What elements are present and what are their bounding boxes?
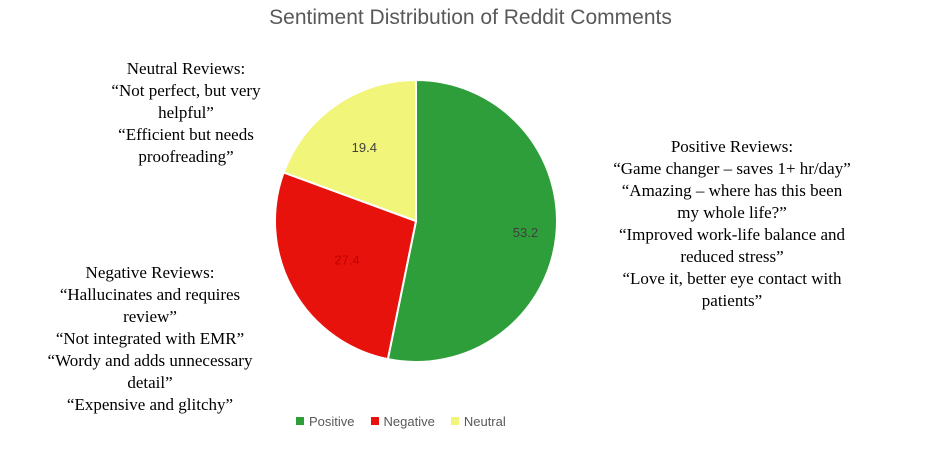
positive-note-line: my whole life?”	[677, 203, 787, 222]
negative-reviews-note: Negative Reviews: “Hallucinates and requ…	[10, 262, 290, 416]
legend-label-neutral: Neutral	[463, 413, 506, 429]
legend-item-positive: Positive	[296, 414, 355, 429]
neutral-note-line: helpful”	[158, 103, 214, 122]
positive-note-line: Positive Reviews:	[670, 137, 794, 156]
neutral-note-line: proofreading”	[138, 147, 234, 166]
pie-slice-neutral	[282, 78, 417, 223]
negative-note-line: detail”	[127, 373, 173, 392]
neutral-reviews-note: Neutral Reviews: “Not perfect, but very …	[36, 58, 336, 168]
positive-note-line: “Improved work-life balance and	[618, 225, 846, 244]
negative-note-line: “Wordy and adds unnecessary	[47, 351, 253, 370]
pie-slice-positive	[386, 78, 558, 363]
positive-note-line: “Game changer – saves 1+ hr/day”	[613, 159, 851, 178]
legend-swatch-neutral	[450, 417, 459, 425]
neutral-note-line: “Not perfect, but very	[111, 81, 261, 100]
negative-note-line: “Not integrated with EMR”	[55, 329, 245, 348]
positive-note-line: “Amazing – where has this been	[621, 181, 843, 200]
neutral-note-line: Neutral Reviews:	[126, 59, 246, 78]
data-label-positive: 53.2	[513, 225, 538, 240]
positive-reviews-note: Positive Reviews: “Game changer – saves …	[572, 136, 892, 312]
legend-swatch-positive	[296, 417, 304, 425]
positive-note-line: “Love it, better eye contact with	[622, 269, 842, 288]
positive-note-line: patients”	[701, 291, 763, 310]
legend-label-positive: Positive	[309, 413, 355, 429]
negative-note-line: Negative Reviews:	[85, 263, 215, 282]
negative-note-line: review”	[123, 307, 177, 326]
positive-note-line: reduced stress”	[680, 247, 784, 266]
pie-slice-negative	[274, 171, 418, 361]
data-label-negative: 27.4	[334, 252, 359, 267]
legend-item-negative: Negative	[370, 413, 435, 429]
legend-label-negative: Negative	[383, 413, 435, 429]
negative-note-line: “Expensive and glitchy”	[66, 395, 234, 414]
legend-item-neutral: Neutral	[450, 413, 506, 429]
neutral-note-line: “Efficient but needs	[118, 125, 254, 144]
data-label-neutral: 19.4	[352, 140, 377, 155]
legend-swatch-negative	[370, 417, 379, 425]
chart-legend: Positive Negative Neutral	[296, 412, 506, 430]
chart-title: Sentiment Distribution of Reddit Comment…	[269, 6, 672, 29]
negative-note-line: “Hallucinates and requires	[59, 285, 241, 304]
